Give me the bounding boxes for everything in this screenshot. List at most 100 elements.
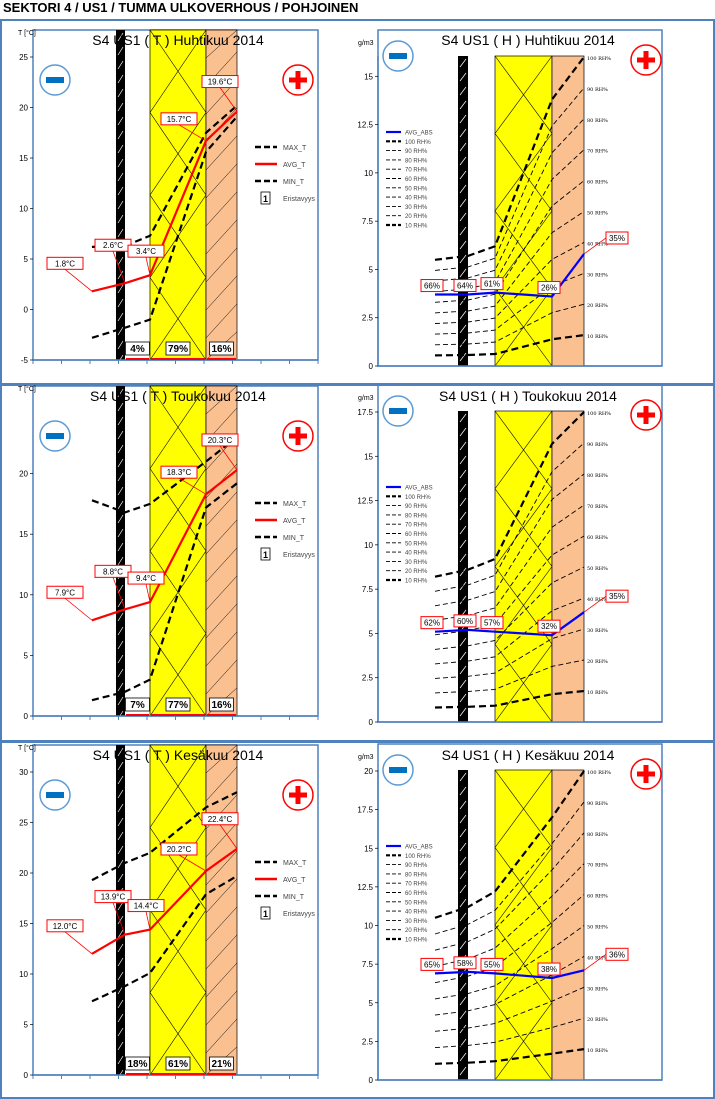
wall-hatch <box>117 312 124 322</box>
y-tick-label: 25 <box>19 53 28 62</box>
wall-hatch <box>459 413 467 423</box>
rh-curve <box>434 863 585 967</box>
y-tick-label: 5 <box>24 1021 29 1030</box>
wall-hatch <box>117 430 124 440</box>
rh-curve-label: 40 RH% <box>587 955 608 961</box>
wall-hatch <box>459 128 467 138</box>
minus-icon-bar <box>389 767 407 773</box>
legend-label: 100 RH% <box>405 854 431 860</box>
legend-label: Eristavyys <box>283 552 315 559</box>
wall-hatch <box>117 444 124 454</box>
layer-pct: 4% <box>130 344 145 355</box>
label-leader <box>178 854 207 872</box>
label-leader <box>145 583 151 603</box>
wall-hatch <box>117 1027 124 1037</box>
avg-t-label-box <box>160 465 198 479</box>
label-leader <box>145 257 151 276</box>
y-axis-label: g/m3 <box>358 754 374 761</box>
y-tick-label: 5 <box>369 999 374 1008</box>
wall-hatch <box>459 142 467 152</box>
rh-curve-label: 100 RH% <box>587 411 611 417</box>
wall-hatch <box>459 800 467 810</box>
wall-hatch <box>117 402 124 412</box>
rh-label-box <box>605 589 629 603</box>
cladding-hatch <box>205 603 238 639</box>
legend-label: 40 RH% <box>405 910 428 916</box>
rh-curve <box>434 832 585 951</box>
cladding-hatch <box>205 519 238 555</box>
rh-curve <box>434 894 585 984</box>
rh-curve-label: 30 RH% <box>587 628 608 634</box>
y-tick-label: 17.5 <box>357 806 373 815</box>
wall-hatch <box>117 845 124 855</box>
insulation-hatch <box>494 644 553 723</box>
legend-label: 10 RH% <box>405 938 428 944</box>
rh-label-box <box>537 280 561 294</box>
y-tick-label: 0 <box>369 1076 374 1085</box>
rh-curve-label: 100 RH% <box>587 56 611 62</box>
minus-icon-bar <box>46 433 64 439</box>
rh-label: 64% <box>457 282 473 291</box>
y-tick-label: 15 <box>19 530 28 539</box>
rh-curve-label: 30 RH% <box>587 986 608 992</box>
rh-curve <box>434 770 585 919</box>
wall-hatch <box>117 256 124 266</box>
layer-pct-box <box>125 697 150 712</box>
avg-t-label-box <box>127 244 165 258</box>
wall-hatch <box>459 100 467 110</box>
y-tick-label: 2.5 <box>362 674 374 683</box>
y-tick-label: 15 <box>19 920 28 929</box>
wall-hatch <box>459 665 467 675</box>
wall-hatch <box>459 898 467 908</box>
rh-label: 35% <box>609 234 625 243</box>
y-tick-label: 12.5 <box>357 883 373 892</box>
cladding-hatch <box>205 29 238 59</box>
y-tick-label: 7.5 <box>362 217 374 226</box>
rh-curve <box>434 628 585 679</box>
wall-hatch <box>117 102 124 112</box>
y-tick-label: 15 <box>364 452 373 461</box>
minus-icon-bar <box>389 53 407 59</box>
rh-curve-label: 10 RH% <box>587 334 608 340</box>
y-tick-label: 20 <box>364 767 373 776</box>
wall-hatch <box>117 640 124 650</box>
series-avg-t <box>91 110 238 293</box>
insulation-hatch <box>149 909 207 993</box>
y-tick-label: 10 <box>364 169 373 178</box>
y-tick-label: 10 <box>364 922 373 931</box>
legend-label: 90 RH% <box>405 863 428 869</box>
plus-icon-v <box>295 427 301 445</box>
avg-t-label: 19.6°C <box>208 78 233 87</box>
wall-hatch <box>459 679 467 689</box>
layer-pct-box <box>125 1056 150 1071</box>
rh-curve-label: 70 RH% <box>587 863 608 869</box>
avg-t-label-box <box>94 564 132 578</box>
cladding-hatch <box>205 878 238 914</box>
rh-label-box <box>480 957 504 971</box>
wall-hatch <box>117 172 124 182</box>
avg-t-label-box <box>46 585 84 599</box>
insulation-hatch <box>494 769 553 848</box>
wall-hatch <box>117 514 124 524</box>
rh-label-box <box>605 947 629 961</box>
rh-curve-label: 60 RH% <box>587 180 608 186</box>
wall-hatch <box>459 441 467 451</box>
rh-curve-label: 50 RH% <box>587 925 608 931</box>
insulation-layer <box>494 769 553 1081</box>
legend-label: 50 RH% <box>405 900 428 906</box>
legend-label: 40 RH% <box>405 551 428 557</box>
label-leader <box>64 269 93 292</box>
label-leader <box>583 237 607 255</box>
label-leader <box>112 577 126 610</box>
layer-pct-box <box>209 341 234 356</box>
wall-hatch <box>117 326 124 336</box>
rh-label-box <box>480 277 504 291</box>
legend-label: 20 RH% <box>405 214 428 220</box>
layer-pct: 77% <box>168 700 188 711</box>
rh-curve-label: 80 RH% <box>587 118 608 124</box>
series-avg-t <box>91 847 238 955</box>
layer-pct-box <box>165 697 191 712</box>
rh-curve-label: 10 RH% <box>587 690 608 696</box>
rh-curve-label: 30 RH% <box>587 272 608 278</box>
insulation-layer <box>494 55 553 367</box>
